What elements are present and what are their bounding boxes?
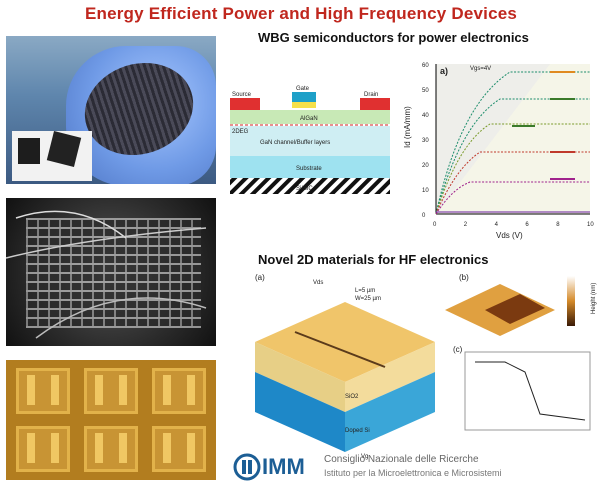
x-tick-label: 6 [525,222,529,228]
y-tick-labels: 0 10 20 30 40 50 60 [422,63,429,219]
afm-flake [485,294,545,324]
channel-layer [230,126,390,156]
legend-top: Vgs=4V [470,66,491,72]
x-axis-label: Vds (V) [496,231,523,240]
bonded-die-photo [6,198,216,346]
x-tick-label: 10 [587,222,594,228]
backing-layer [230,178,390,194]
x-tick-label: 4 [495,222,499,228]
drain-contact [360,98,390,110]
twod-heading: Novel 2D materials for HF electronics [258,252,489,267]
y-tick-label: 0 [422,213,426,219]
substrate-left [255,372,345,452]
device-micrograph [6,360,216,480]
x-tick-label: 8 [556,222,560,228]
plot-panel-label: a) [440,66,448,76]
device-structure [84,368,138,414]
imm-logo: IMM Consiglio Nazionale delle Ricerche I… [232,450,582,484]
bond-wires [6,210,207,339]
drain-label: Drain [364,92,378,98]
imm-logo-icon [233,453,261,481]
wafer-photo [6,36,216,184]
barrier-label: AlGaN [300,116,318,122]
x-tick-label: 2 [464,222,468,228]
y-axis-label: Id (mA/mm) [403,106,412,148]
gate-label: Gate [296,86,310,92]
vg-label: Vg [361,454,368,460]
transfer-frame [464,351,591,431]
device-structure [84,426,138,472]
curve-4 [435,151,590,215]
substrate-layer [230,156,390,178]
hemt-cross-section: Source Drain Gate AlGaN 2DEG GaN channel… [230,86,390,194]
packaged-chip [18,138,40,164]
afm-scale-label: Height (nm) [591,283,597,314]
device-stack-3d: (a) Vds L=5 µm W=25 µm SiO2 Doped Si Vg [255,273,435,460]
curve-5 [435,181,590,215]
gate-contact [292,92,316,102]
panel-a-label: (a) [255,273,265,282]
logo-subtitle-1: Consiglio Nazionale delle Ricerche [324,454,479,465]
y-tick-label: 40 [422,113,429,119]
source-contact [230,98,260,110]
reference-segments [512,71,575,180]
gate-cap [292,102,316,108]
substrate-label: Doped Si [345,428,370,434]
y-tick-label: 30 [422,138,429,144]
y-tick-label: 50 [422,88,429,94]
device-structure [16,426,70,472]
dims-line2: W=25 µm [355,296,381,302]
afm-colorbar [567,276,575,326]
page-title: Energy Efficient Power and High Frequenc… [84,4,518,23]
backing-label: Si/SiC [296,186,313,192]
logo-subtitle-2: Istituto per la Microelettronica e Micro… [324,468,502,478]
panel-c-label: (c) [453,345,463,354]
channel-strip [294,331,386,368]
die-pattern [26,218,201,328]
curve-3 [435,123,590,215]
dims-line1: L=5 µm [355,288,375,294]
2deg-label: 2DEG [232,129,249,135]
substrate-right [345,372,435,452]
device-structure [16,368,70,414]
y-tick-label: 10 [422,188,429,194]
source-label: Source [232,92,252,98]
output-characteristics-plot: 0 10 20 30 40 50 60 0 2 4 6 8 10 a) Vgs=4V Id (mA/m… [403,63,594,240]
curve-1 [435,71,590,215]
device-structure [152,426,206,472]
vds-label: Vds [313,280,323,286]
curve-2 [435,98,590,215]
x-tick-label: 0 [433,222,437,228]
device-structure [152,368,206,414]
substrate-label: Substrate [296,166,322,172]
channel-label: GaN channel/Buffer layers [260,140,330,146]
imm-logo-text: IMM [262,454,305,479]
oxide-label: SiO2 [345,394,359,400]
y-tick-label: 60 [422,63,429,69]
transfer-curve [475,361,586,421]
x-tick-labels: 0 2 4 6 8 10 [433,222,594,228]
plot-region [436,64,590,214]
y-tick-label: 20 [422,163,429,169]
barrier-layer [230,110,390,124]
panel-b-label: (b) [459,273,469,282]
oxide-left [255,342,345,412]
transfer-plot: (c) [453,345,591,431]
oxide-right [345,342,435,412]
wbg-heading: WBG semiconductors for power electronics [258,30,529,45]
afm-image: (b) Height (nm) [445,273,597,336]
